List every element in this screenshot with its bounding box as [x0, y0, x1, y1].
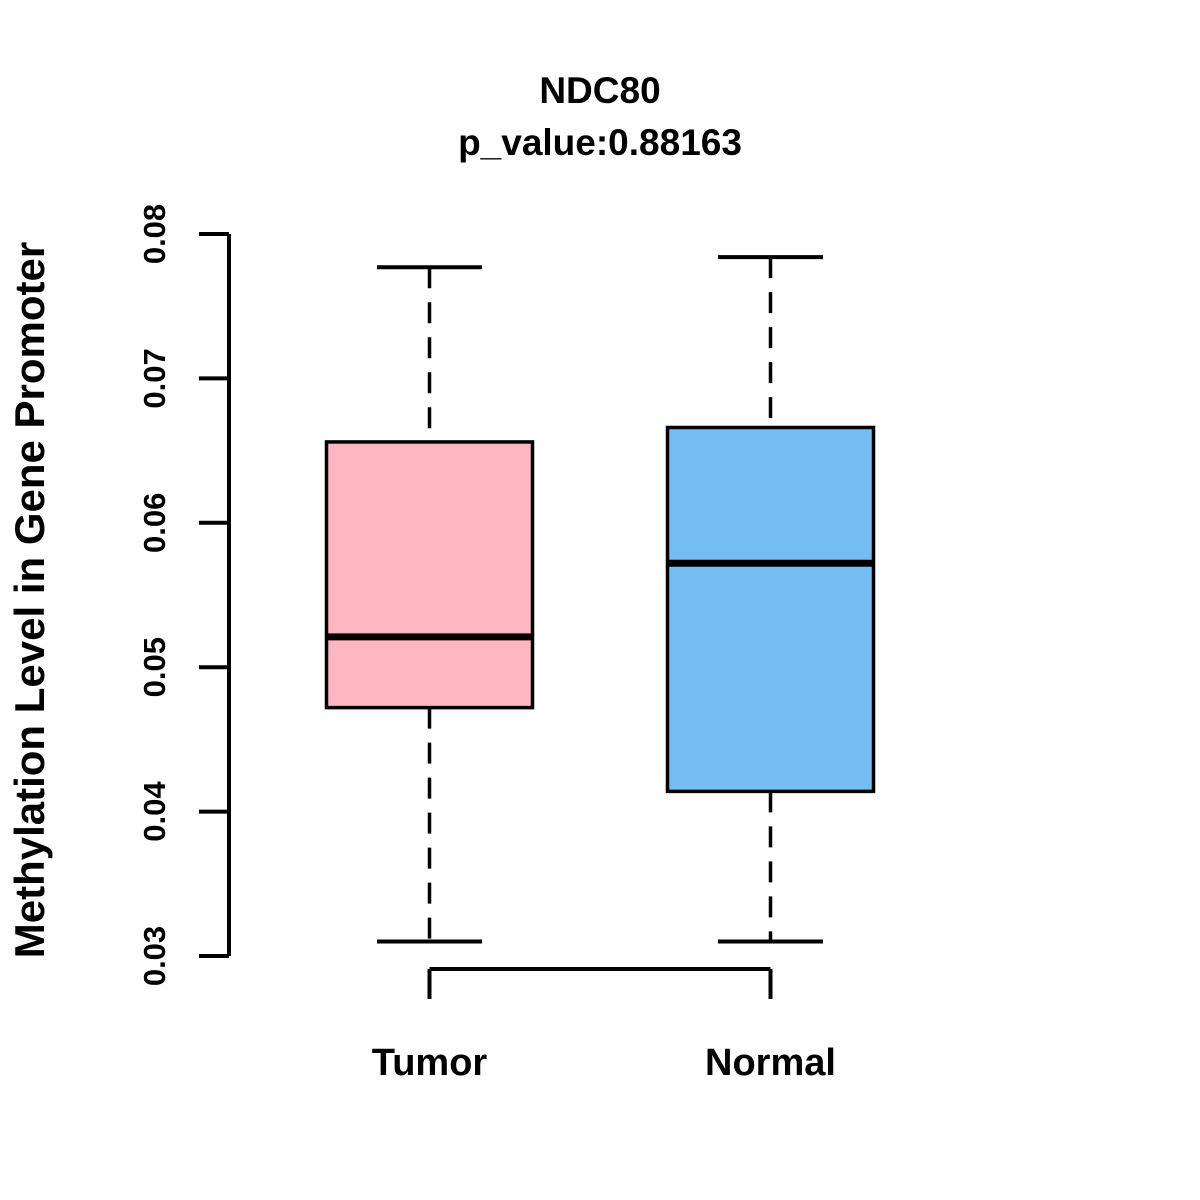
y-tick-label: 0.08 — [137, 204, 172, 264]
y-tick-label: 0.07 — [137, 348, 172, 408]
box-normal — [665, 425, 876, 794]
chart-title: NDC80 — [539, 70, 661, 111]
y-tick-label: 0.03 — [137, 926, 172, 986]
x-category-label-tumor: Tumor — [372, 1042, 488, 1084]
y-tick-label: 0.05 — [137, 637, 172, 697]
y-tick-label: 0.06 — [137, 493, 172, 553]
x-category-label-normal: Normal — [705, 1042, 836, 1084]
box-tumor — [324, 440, 535, 710]
y-tick-label: 0.04 — [137, 781, 172, 842]
chart-subtitle: p_value:0.88163 — [458, 122, 742, 163]
